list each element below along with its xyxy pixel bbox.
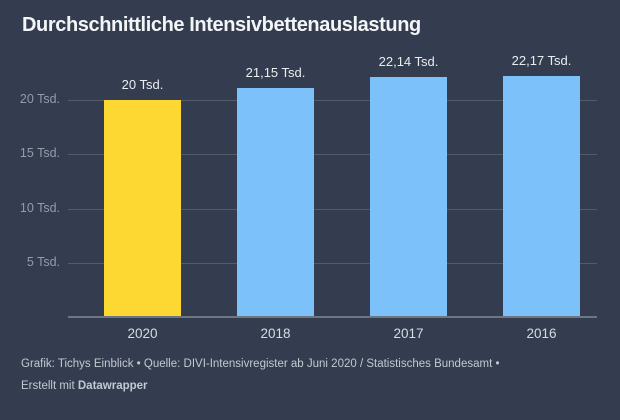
y-axis-tick-label: 5 Tsd. (26, 254, 60, 269)
gridline (68, 154, 597, 156)
gridline (68, 208, 597, 210)
bar-2016[interactable] (503, 76, 580, 317)
footer-source-text: Grafik: Tichys Einblick • Quelle: DIVI-I… (21, 358, 500, 370)
x-axis-category-label: 2016 (526, 326, 557, 341)
y-axis-tick-label: 15 Tsd. (19, 146, 60, 161)
bar-value-label: 21,15 Tsd. (245, 64, 306, 80)
bar-2020[interactable] (104, 100, 181, 317)
chart-title: Durchschnittliche Intensivbettenauslastu… (22, 14, 421, 36)
bar-value-label: 22,14 Tsd. (378, 53, 439, 69)
footer-attribution: Grafik: Tichys Einblick • Quelle: DIVI-I… (21, 354, 600, 397)
y-axis-tick-label: 20 Tsd. (19, 92, 60, 106)
x-axis-line (68, 316, 597, 318)
x-axis-category-label: 2017 (393, 326, 424, 341)
gridline (68, 262, 597, 264)
x-axis-category-label: 2018 (260, 326, 291, 341)
datawrapper-link[interactable]: Datawrapper (77, 379, 148, 392)
plot-area: 20 Tsd. 21,15 Tsd. 22,14 Tsd. 22,17 Tsd. (68, 0, 597, 318)
y-axis-tick-label: 10 Tsd. (19, 200, 60, 215)
bar-value-label: 20 Tsd. (121, 77, 164, 92)
x-axis-category-label: 2020 (127, 326, 158, 341)
bar-value-label: 22,17 Tsd. (511, 53, 572, 69)
gridline (68, 100, 597, 101)
bar-2017[interactable] (370, 76, 447, 317)
bar-2018[interactable] (237, 87, 314, 317)
footer-created-with-text: Erstellt mit (21, 379, 78, 392)
